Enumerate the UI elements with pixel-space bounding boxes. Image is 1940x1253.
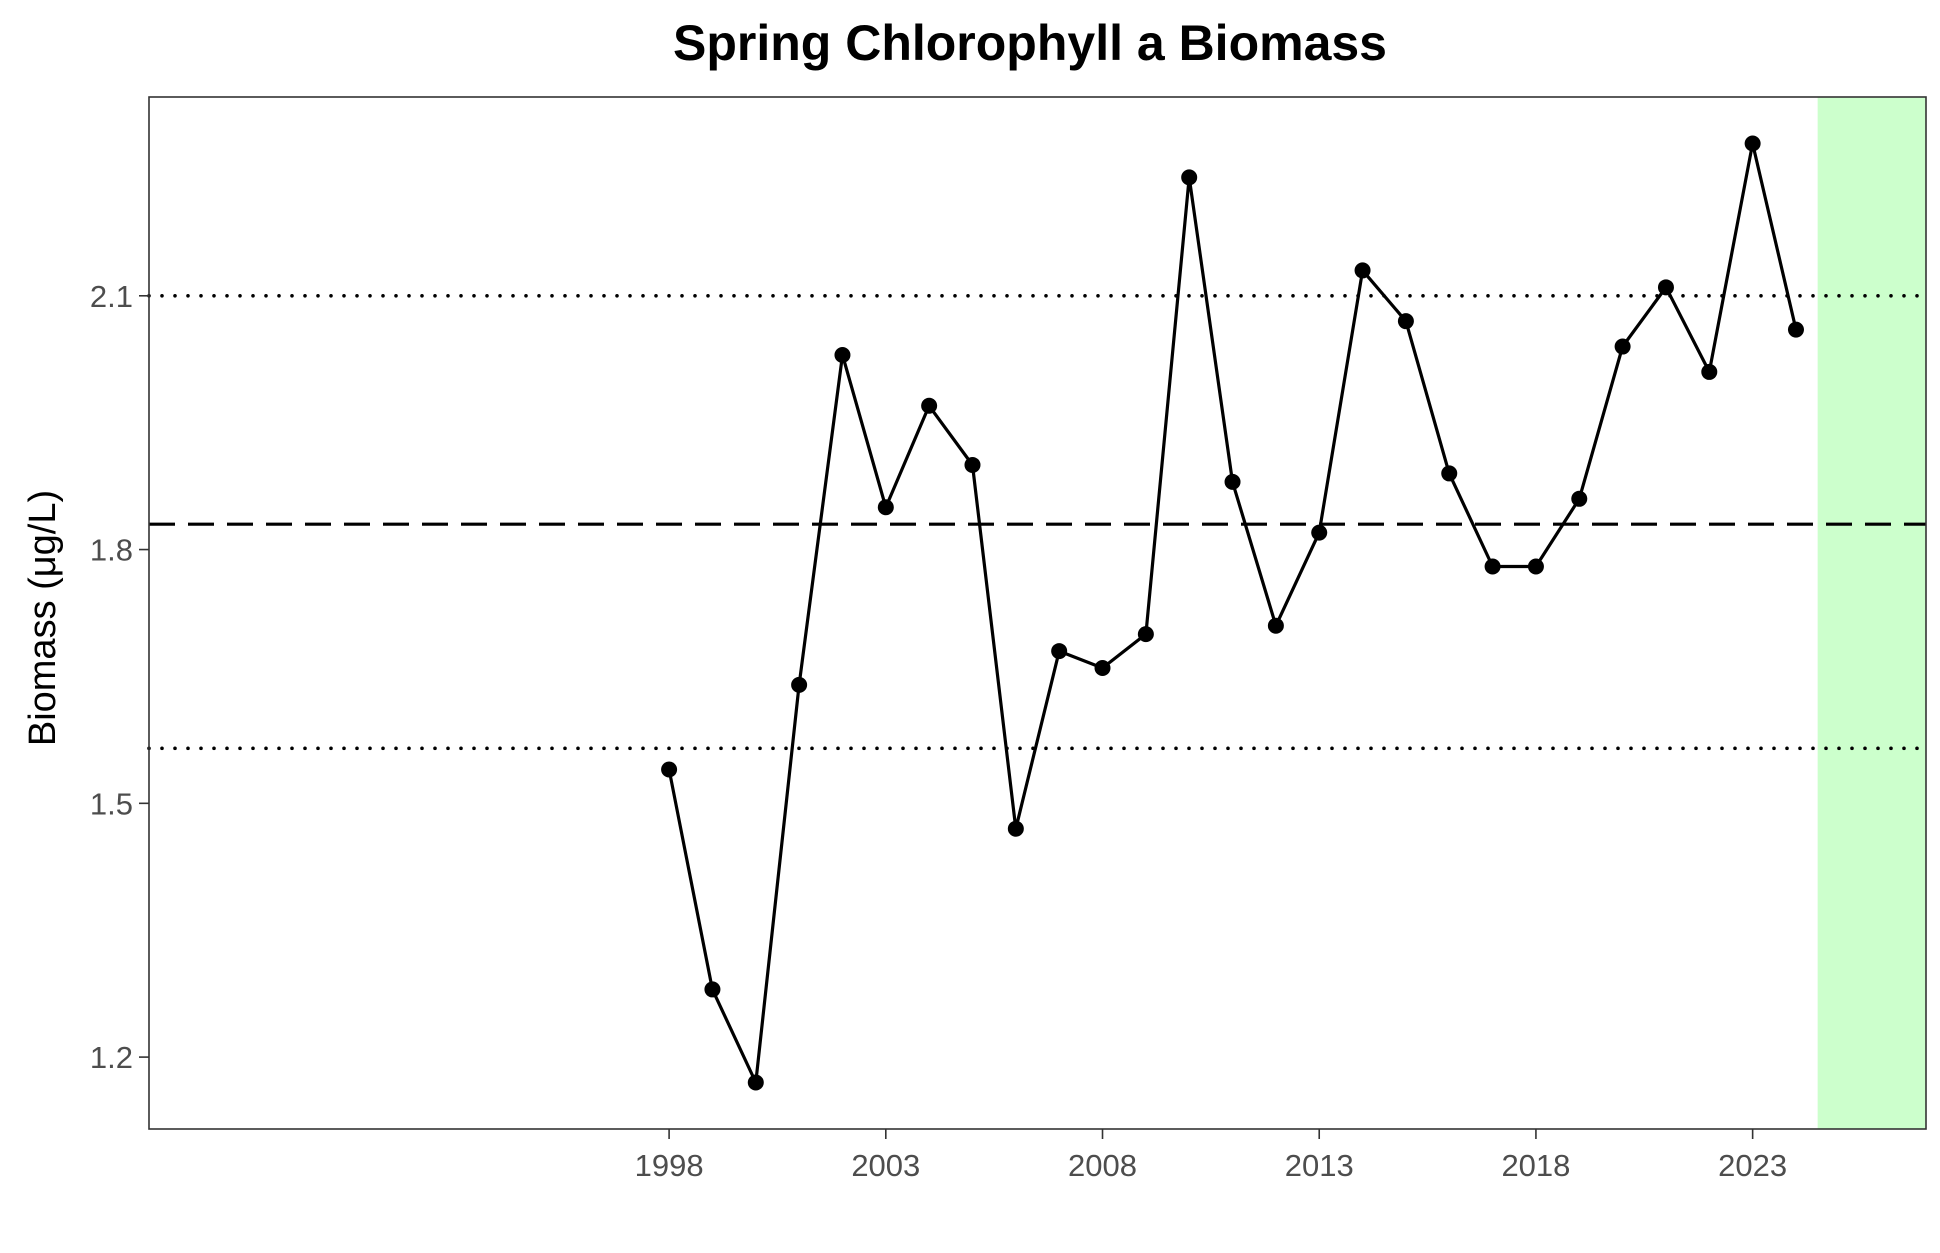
- x-tick-label: 2023: [1718, 1148, 1787, 1183]
- data-point-2016: [1441, 465, 1458, 482]
- data-point-2009: [1137, 626, 1154, 643]
- y-tick-label: 1.2: [90, 1040, 133, 1075]
- data-point-2007: [1051, 643, 1068, 660]
- data-point-2014: [1354, 262, 1371, 279]
- data-point-2017: [1484, 558, 1501, 575]
- x-tick-label: 1998: [635, 1148, 704, 1183]
- series-line: [667, 141, 1798, 1085]
- data-point-2006: [1007, 820, 1024, 837]
- data-point-2008: [1094, 659, 1111, 676]
- data-point-2022: [1701, 363, 1718, 380]
- x-tick-label: 2003: [851, 1148, 920, 1183]
- data-point-2011: [1224, 473, 1241, 490]
- data-point-1998: [661, 761, 678, 778]
- data-point-2010: [1181, 169, 1198, 186]
- x-tick-label: 2018: [1501, 1148, 1570, 1183]
- data-point-2021: [1657, 279, 1674, 296]
- data-point-2005: [964, 456, 981, 473]
- y-tick-label: 1.8: [90, 533, 133, 568]
- data-point-2020: [1614, 338, 1631, 355]
- y-axis-ticks: 1.2 1.5 1.8 2.1: [90, 279, 149, 1075]
- data-point-2024: [1787, 321, 1804, 338]
- reference-lines: [147, 293, 1928, 751]
- chart-title: Spring Chlorophyll a Biomass: [673, 15, 1387, 71]
- data-point-2002: [834, 347, 851, 363]
- x-axis-ticks: 1998 2003 2008 2013 2018 2023: [635, 1129, 1787, 1183]
- data-point-2012: [1267, 617, 1284, 634]
- plot-panel-border: [148, 96, 1927, 1130]
- data-point-2003: [877, 499, 894, 516]
- data-point-2013: [1311, 524, 1328, 541]
- y-axis-label: Biomass (μg/L): [22, 490, 64, 746]
- data-point-2000: [747, 1074, 764, 1091]
- data-point-2001: [791, 676, 808, 693]
- x-tick-label: 2013: [1285, 1148, 1354, 1183]
- x-tick-label: 2008: [1068, 1148, 1137, 1183]
- y-tick-label: 1.5: [90, 786, 133, 821]
- shaded-region: [1817, 97, 1926, 1129]
- data-point-2018: [1527, 558, 1544, 575]
- data-point-2015: [1397, 313, 1414, 330]
- data-point-2004: [921, 397, 938, 414]
- data-point-2023: [1744, 135, 1761, 152]
- data-points: [661, 135, 1804, 1091]
- data-point-1999: [704, 981, 721, 998]
- y-tick-label: 2.1: [90, 279, 133, 314]
- data-point-2019: [1571, 490, 1588, 507]
